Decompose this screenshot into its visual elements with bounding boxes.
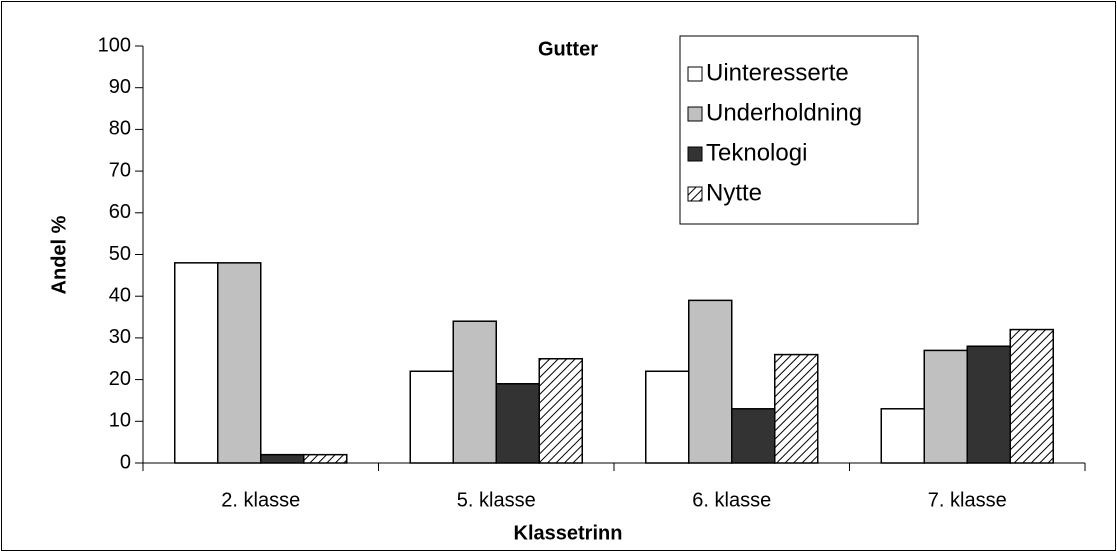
legend-label: Uinteresserte [706, 59, 849, 86]
legend-swatch [687, 146, 703, 162]
bar [688, 299, 733, 464]
y-tick-label: 10 [109, 410, 131, 432]
x-tick-label: 2. klasse [221, 489, 300, 511]
bar [303, 453, 348, 464]
bar [217, 262, 262, 464]
bar [1009, 328, 1054, 464]
y-axis-label: Andel % [48, 215, 70, 294]
bar [645, 370, 690, 464]
x-tick-label: 5. klasse [457, 489, 536, 511]
y-tick-label: 20 [109, 368, 131, 390]
y-tick-label: 50 [109, 243, 131, 265]
y-tick-label: 80 [109, 118, 131, 140]
y-tick-label: 90 [109, 76, 131, 98]
legend-label: Teknologi [706, 139, 807, 166]
bar [495, 383, 540, 464]
legend-swatch [687, 106, 703, 122]
bar [880, 408, 925, 464]
bar [174, 262, 219, 464]
bar [452, 320, 497, 464]
bar [966, 345, 1011, 464]
bar [538, 358, 583, 464]
legend-swatch [687, 66, 703, 82]
bar [409, 370, 454, 464]
bar [260, 453, 305, 464]
y-tick-label: 40 [109, 284, 131, 306]
bar [774, 353, 819, 464]
y-tick-label: 100 [98, 34, 131, 56]
x-tick-label: 7. klasse [928, 489, 1007, 511]
x-axis-label: Klassetrinn [514, 522, 623, 544]
x-tick-label: 6. klasse [692, 489, 771, 511]
chart-title: Gutter [538, 38, 598, 60]
bar [923, 349, 968, 464]
legend-label: Underholdning [706, 99, 862, 126]
legend-label: Nytte [706, 179, 762, 206]
y-tick-label: 60 [109, 201, 131, 223]
bar [731, 408, 776, 464]
y-tick-label: 0 [120, 451, 131, 473]
y-tick-label: 30 [109, 326, 131, 348]
legend-box [679, 35, 919, 225]
y-tick-label: 70 [109, 159, 131, 181]
legend-swatch [687, 186, 703, 202]
